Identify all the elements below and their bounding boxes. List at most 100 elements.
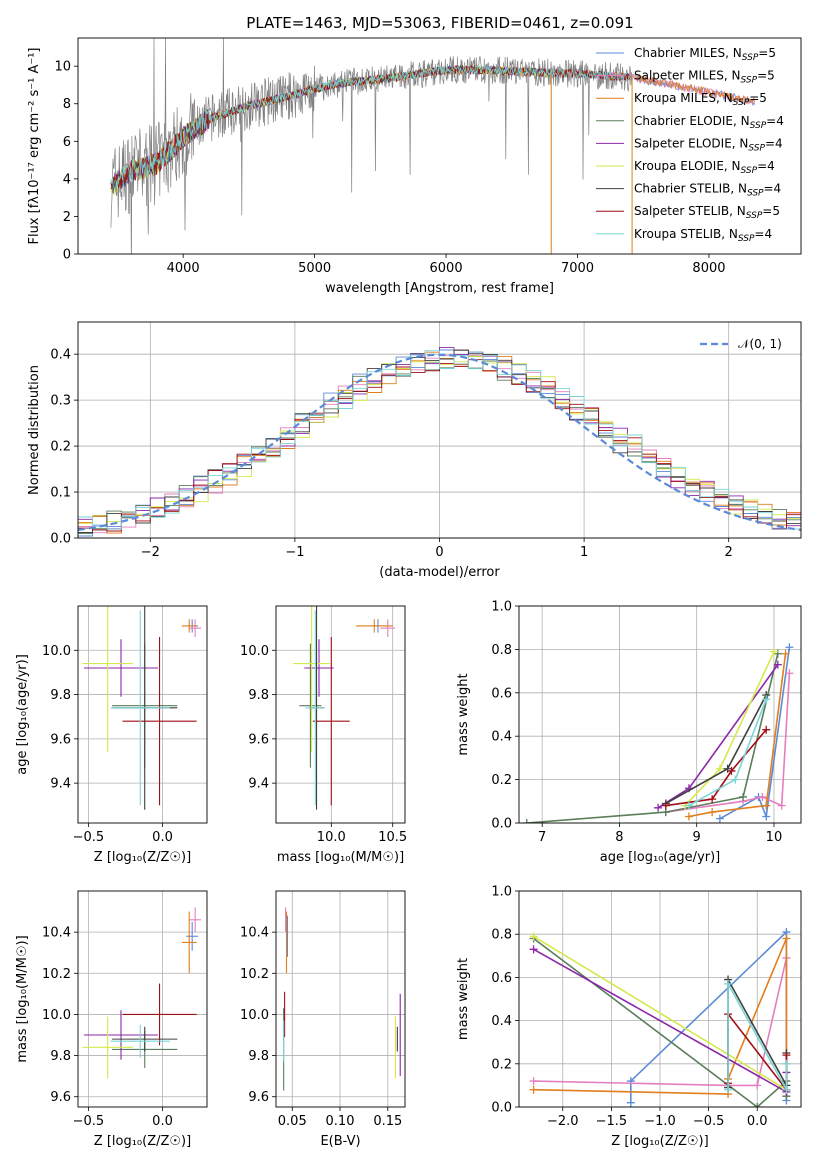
x-tick-label: −1.0 (644, 1114, 676, 1129)
y-tick-label: 0.2 (50, 440, 71, 455)
axes-frame (77, 890, 208, 1108)
weight-point-salpeter_stelib (727, 766, 736, 775)
weight-point-salpeter_elodie (654, 803, 663, 812)
weight-point-salpeter_miles (785, 669, 794, 678)
weight-point-salpeter_miles (753, 1081, 762, 1090)
weight-point-chabrier_miles (762, 812, 771, 821)
weight-line-kroupa_stelib (727, 983, 788, 1091)
x-tick-label: 10 (766, 830, 783, 845)
legend-label: Kroupa STELIB, N (634, 227, 738, 241)
legend-sub: SSP (746, 211, 763, 221)
weight-point-kroupa_stelib (762, 695, 771, 704)
weight-point-kroupa_stelib (782, 1085, 791, 1094)
legend-tail: =4 (754, 227, 772, 241)
legend-tail: =5 (762, 204, 780, 218)
weight-point-kroupa_miles (708, 808, 717, 817)
weight-point-chabrier_miles (626, 1098, 635, 1107)
axes-frame (275, 605, 406, 824)
legend-sub: SSP (747, 189, 764, 199)
x-tick-label: 0.05 (278, 1114, 307, 1129)
normal-curve-line (78, 353, 801, 531)
x-axis-label: Z [log₁₀(Z/Z☉)] (94, 1134, 191, 1149)
axes-frame (518, 605, 802, 824)
weight-point-salpeter_elodie (773, 660, 782, 669)
y-tick-label: 10.2 (240, 967, 269, 982)
weight-lines (529, 928, 791, 1107)
legend-entry: Salpeter ELODIE, NSSP=4 (634, 136, 783, 153)
legend-label: Kroupa ELODIE, N (634, 159, 741, 173)
spectrum-panel: 4000 5000 6000 7000 8000 0 2 4 6 8 10 wavelength [A… (27, 37, 802, 296)
axes-frame (77, 321, 802, 539)
x-tick-label: 2 (725, 545, 733, 560)
weight-point-salpeter_miles (758, 792, 767, 801)
y-axis-label: age [log₁₀(age/yr)] (15, 654, 30, 775)
legend-entry: Chabrier MILES, NSSP=5 (634, 46, 776, 63)
y-tick-label: 0.0 (491, 817, 512, 832)
y-tick-label: 0.6 (491, 971, 512, 986)
weight-point-salpeter_stelib (661, 801, 670, 810)
x-axis-label: wavelength [Angstrom, rest frame] (325, 281, 554, 296)
y-tick-label: 9.8 (50, 688, 71, 703)
legend-tail: =4 (757, 159, 775, 173)
y-tick-label: 6 (63, 135, 71, 150)
y-axis-label: Flux [fλ10⁻¹⁷ erg cm⁻² s⁻¹ A⁻¹] (27, 48, 42, 245)
weight-point-salpeter_elodie (529, 945, 538, 954)
model-line-salpeter_stelib (110, 65, 631, 189)
x-tick-label: 10.0 (317, 830, 346, 845)
legend-entry: Salpeter STELIB, NSSP=5 (634, 204, 780, 221)
legend-entry: Chabrier ELODIE, NSSP=4 (634, 114, 784, 131)
x-tick-label: 0.0 (152, 1114, 173, 1129)
x-tick-label: 0.0 (747, 1114, 768, 1129)
residuals-panel: −2 −1 0 1 2 0.0 0.1 0.2 0.3 0.4 (data-model)/error… (27, 321, 802, 580)
x-tick-label: −0.5 (73, 830, 105, 845)
legend-label: Chabrier MILES, N (634, 46, 742, 60)
legend-sub: SSP (741, 76, 758, 86)
y-tick-label: 0.6 (491, 686, 512, 701)
weight-point-salpeter_miles (529, 1077, 538, 1086)
legend-label: Kroupa MILES, N (634, 91, 733, 105)
y-tick-label: 0.8 (491, 643, 512, 658)
x-tick-label: 5000 (298, 261, 331, 276)
weight-line-chabrier_elodie (526, 653, 779, 823)
y-tick-label: 9.6 (50, 732, 71, 747)
y-tick-label: 0.0 (491, 1101, 512, 1116)
legend-label: Salpeter STELIB, N (634, 204, 746, 218)
legend-tail: =4 (764, 182, 782, 196)
weight-point-kroupa_stelib (731, 775, 740, 784)
x-tick-label: 0 (435, 545, 443, 560)
legend-sub: SSP (741, 166, 758, 176)
legend-sub: SSP (733, 98, 750, 108)
y-tick-label: 9.4 (248, 777, 269, 792)
weight-point-salpeter_stelib (762, 725, 771, 734)
ebv-mass-panel: 0.05 0.10 0.15 9.6 9.8 10.0 10.2 10.4 E(B-V) (240, 890, 406, 1149)
y-axis-label: mass weight (456, 673, 471, 755)
x-axis-label: mass [log₁₀(M/M☉)] (277, 850, 404, 865)
x-axis-label: age [log₁₀(age/yr)] (600, 850, 721, 865)
x-tick-label: −1 (285, 545, 304, 560)
spectrum-lines (110, 38, 755, 254)
weight-point-kroupa_miles (529, 1085, 538, 1094)
legend-tail: =4 (766, 114, 784, 128)
y-axis-label: mass weight (456, 958, 471, 1040)
legend-sub: SSP (748, 143, 765, 153)
weight-point-chabrier_elodie (753, 1103, 762, 1107)
y-tick-label: 9.6 (248, 732, 269, 747)
legend-sub: SSP (750, 121, 767, 131)
x-tick-label: 0.15 (373, 1114, 402, 1129)
legend-entry: Salpeter MILES, NSSP=5 (634, 69, 775, 86)
y-tick-label: 0.3 (50, 394, 71, 409)
x-tick-label: 7 (538, 830, 546, 845)
y-tick-label: 0.4 (491, 1014, 512, 1029)
y-axis-label: Normed distribution (27, 365, 42, 495)
y-tick-label: 9.4 (50, 777, 71, 792)
x-axis-label: (data-model)/error (379, 565, 500, 580)
y-tick-label: 2 (63, 210, 71, 225)
errorbars (283, 907, 401, 1091)
y-tick-label: 0.1 (50, 486, 71, 501)
weight-point-kroupa_stelib (782, 1059, 791, 1068)
y-tick-label: 10.0 (240, 644, 269, 659)
y-tick-label: 9.6 (50, 1090, 71, 1105)
axes-frame (77, 605, 208, 824)
mass-age-panel: 10.0 10.5 9.4 9.6 9.8 10.0 mass [log₁₀(M/M☉)] (240, 605, 407, 865)
